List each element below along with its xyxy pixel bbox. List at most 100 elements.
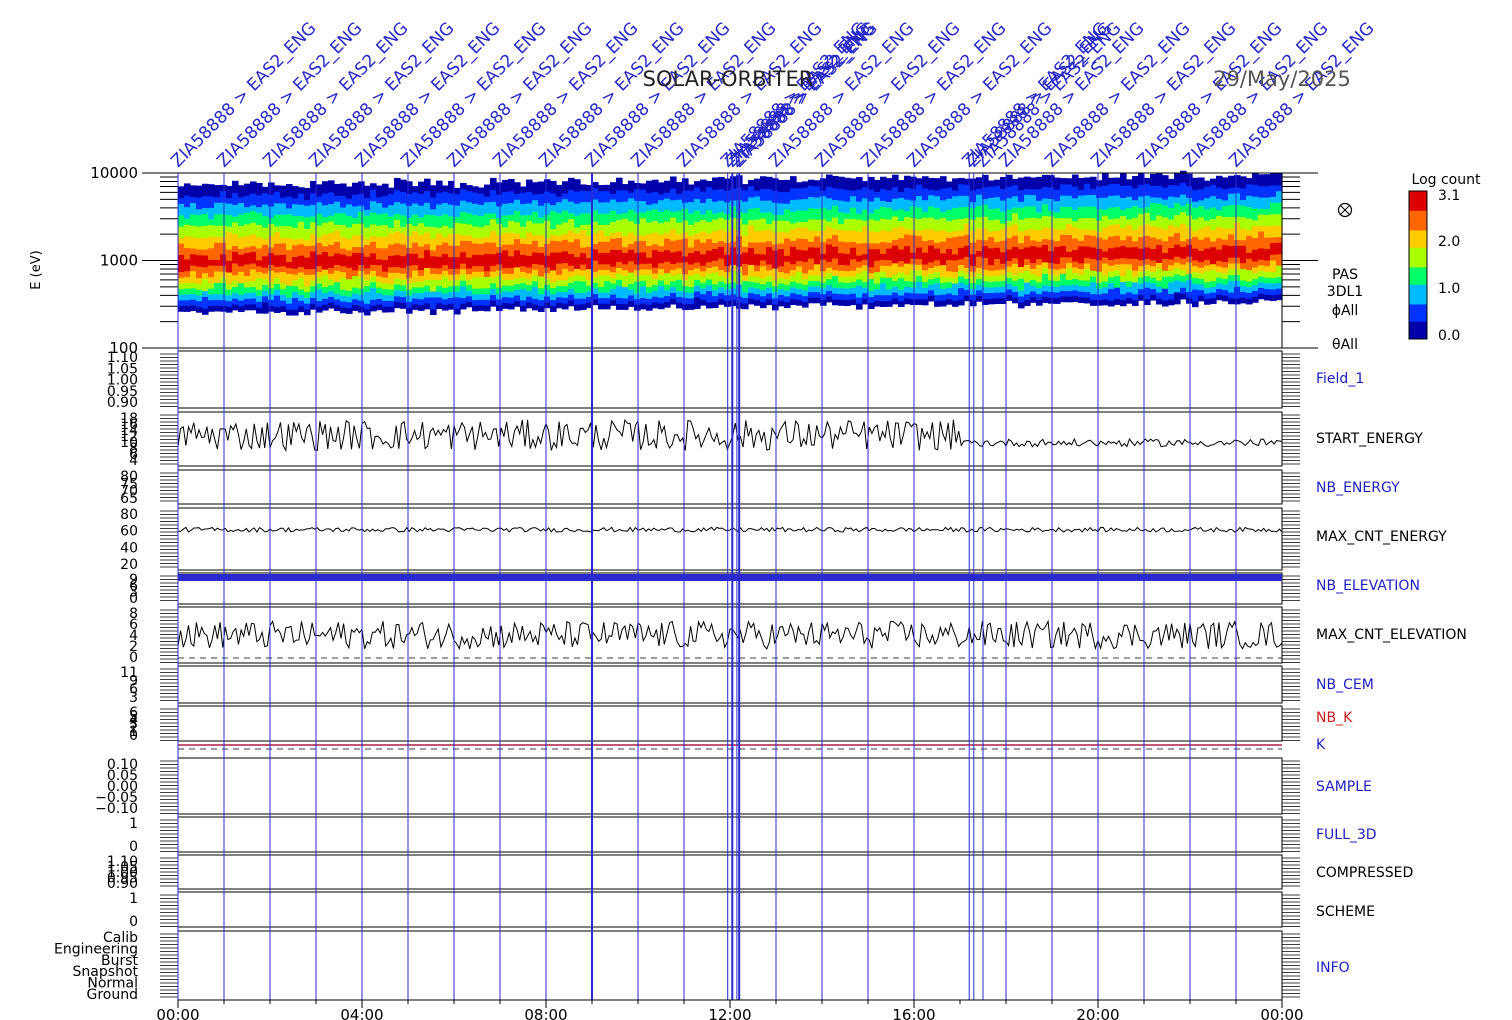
- spectrogram-cell: [358, 258, 365, 266]
- spectrogram-cell: [1072, 203, 1079, 210]
- spectrogram-cell: [238, 190, 245, 198]
- spectrogram-cell: [766, 211, 773, 219]
- spectrogram-cell: [1180, 258, 1187, 265]
- spectrogram-cell: [304, 297, 311, 304]
- spectrogram-cell: [1024, 281, 1031, 289]
- spectrogram-cell: [478, 299, 485, 306]
- spectrogram-cell: [280, 219, 287, 227]
- colorbar-cell: [1409, 267, 1427, 271]
- spectrogram-cell: [334, 235, 341, 242]
- spectrogram-cell: [454, 227, 461, 235]
- spectrogram-cell: [1042, 290, 1049, 298]
- spectrogram-cell: [922, 240, 929, 247]
- spectrogram-cell: [1006, 266, 1013, 273]
- spectrogram-cell: [1048, 297, 1055, 304]
- spectrogram-cell: [1000, 211, 1007, 218]
- spectrogram-cell: [856, 225, 863, 232]
- spectrogram-cell: [1228, 233, 1235, 241]
- spectrogram-cell: [850, 281, 857, 288]
- spectrogram-cell: [1150, 202, 1157, 209]
- spectrogram-cell: [466, 295, 473, 302]
- spectrogram-cell: [1054, 240, 1061, 247]
- spectrogram-cell: [880, 276, 887, 284]
- spectrogram-cell: [976, 256, 983, 263]
- spectrogram-cell: [430, 285, 437, 292]
- spectrogram-cell: [358, 240, 365, 248]
- spectrogram-cell: [766, 240, 773, 248]
- spectrogram-cell: [466, 218, 473, 225]
- spectrogram-cell: [346, 267, 353, 274]
- spectrogram-cell: [418, 199, 425, 206]
- spectrogram-cell: [202, 195, 209, 203]
- spectrogram-cell: [1120, 281, 1127, 289]
- spectrogram-cell: [1144, 183, 1151, 190]
- spectrogram-cell: [286, 189, 293, 197]
- spectrogram-cell: [850, 252, 857, 260]
- spectrogram-cell: [718, 217, 725, 224]
- spectrogram-cell: [1276, 236, 1283, 243]
- spectrogram-cell: [742, 285, 749, 293]
- spectrogram-cell: [1102, 209, 1109, 216]
- spectrogram-cell: [334, 201, 341, 208]
- spectrogram-cell: [934, 259, 941, 267]
- spectrogram-cell: [586, 207, 593, 214]
- spectrogram-cell: [982, 280, 989, 288]
- spectrogram-cell: [280, 208, 287, 215]
- panel-ytick: 0: [129, 914, 138, 930]
- spectrogram-cell: [322, 286, 329, 294]
- spectrogram-cell: [508, 237, 515, 245]
- spectrogram-cell: [394, 177, 401, 185]
- spectrogram-cell: [208, 253, 215, 260]
- panel-label: FULL_3D: [1316, 827, 1377, 843]
- spectrogram-cell: [1222, 250, 1229, 257]
- spectrogram-cell: [550, 275, 557, 283]
- spectrogram-cell: [1108, 253, 1115, 260]
- spectrogram-cell: [238, 236, 245, 244]
- spectrogram-cell: [256, 212, 263, 220]
- spectrogram-cell: [400, 284, 407, 292]
- spectrogram-cell: [376, 264, 383, 271]
- spectrogram-cell: [292, 250, 299, 257]
- spectrogram-cell: [196, 185, 203, 192]
- spectrogram-cell: [760, 295, 767, 303]
- spectrogram-cell: [298, 238, 305, 245]
- spectrogram-cell: [562, 216, 569, 223]
- spectrogram-cell: [316, 253, 323, 261]
- spectrogram-cell: [244, 229, 251, 236]
- spectrogram-cell: [532, 286, 539, 293]
- spectrogram-cell: [364, 191, 371, 199]
- spectrogram-cell: [694, 262, 701, 269]
- panel-frame: [177, 606, 1283, 664]
- spectrogram-cell: [862, 209, 869, 216]
- spectrogram-cell: [1042, 296, 1049, 303]
- spectrogram-cell: [1072, 180, 1079, 187]
- spectrogram-cell: [346, 198, 353, 205]
- spectrogram-cell: [424, 202, 431, 209]
- spectrogram-cell: [694, 291, 701, 298]
- spectrogram-cell: [1204, 219, 1211, 227]
- spectrogram-cell: [1168, 218, 1175, 226]
- spectrogram-cell: [544, 295, 551, 303]
- spectrogram-cell: [220, 293, 227, 301]
- spectrogram-cell: [928, 200, 935, 207]
- spectrogram-side-label: ϕAll: [1332, 303, 1359, 319]
- spectrogram-cell: [1066, 200, 1073, 207]
- spectrogram-cell: [760, 176, 767, 183]
- spectrogram-cell: [838, 182, 845, 189]
- spectrogram-cell: [622, 252, 629, 259]
- spectrogram-cell: [664, 192, 671, 199]
- spectrogram-cell: [634, 246, 641, 253]
- spectrogram-cell: [358, 288, 365, 295]
- spectrogram-cell: [964, 200, 971, 208]
- spectrogram-cell: [1090, 258, 1097, 265]
- spectrogram-cell: [652, 249, 659, 256]
- spectrogram-cell: [646, 298, 653, 305]
- spectrogram-cell: [1270, 236, 1277, 244]
- spectrogram-cell: [226, 203, 233, 210]
- spectrogram-cell: [220, 236, 227, 243]
- spectrogram-cell: [802, 244, 809, 251]
- spectrogram-cell: [976, 177, 983, 184]
- spectrogram-cell: [184, 218, 191, 225]
- spectrogram-cell: [406, 271, 413, 278]
- spectrogram-cell: [382, 224, 389, 231]
